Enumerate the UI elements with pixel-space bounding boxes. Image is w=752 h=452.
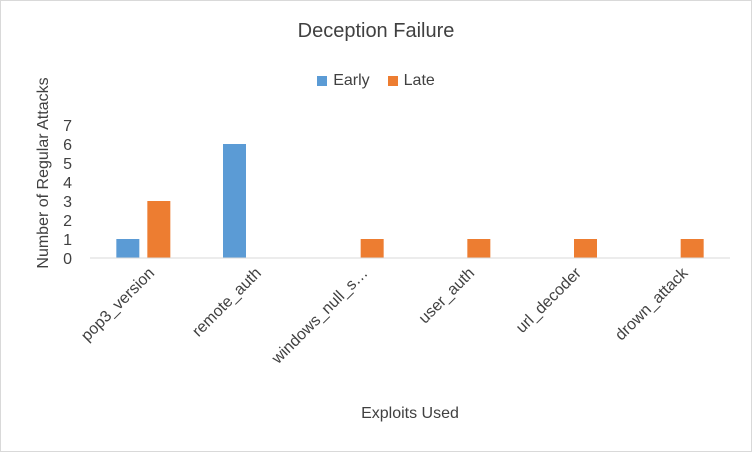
bars [116, 144, 704, 258]
y-tick-label: 1 [63, 232, 72, 249]
y-tick-label: 4 [63, 175, 72, 192]
y-tick-label: 3 [63, 194, 72, 211]
legend-item-late: Late [387, 72, 435, 90]
y-tick-label: 2 [63, 213, 72, 230]
bar-late-0 [147, 201, 171, 258]
legend-label-late: Late [403, 72, 435, 89]
bar-early-1 [223, 144, 246, 258]
x-axis-label: Exploits Used [361, 405, 459, 422]
bar-late-3 [467, 239, 491, 258]
x-tick-label: user_auth [416, 265, 478, 327]
chart-title: Deception Failure [297, 20, 455, 42]
x-axis-ticks: pop3_version remote_auth windows_null_s… us… [78, 264, 692, 368]
bar-late-5 [680, 239, 704, 258]
y-tick-label: 7 [63, 118, 72, 135]
legend-swatch-early [317, 76, 328, 86]
x-tick-label: drown_attack [612, 264, 692, 344]
x-tick-label: remote_auth [189, 265, 265, 341]
y-tick-label: 5 [63, 156, 72, 173]
bar-early-0 [116, 239, 140, 258]
y-axis-ticks: 0 1 2 3 4 5 6 7 [63, 118, 72, 268]
bar-late-2 [360, 239, 384, 258]
x-tick-label: windows_null_s… [268, 265, 371, 368]
x-tick-label: url_decoder [513, 264, 585, 336]
y-tick-label: 6 [63, 137, 72, 154]
y-axis-label: Number of Regular Attacks [35, 77, 52, 268]
bar-late-4 [574, 239, 597, 258]
legend-item-early: Early [317, 72, 370, 90]
legend: Early Late [0, 72, 752, 90]
y-tick-label: 0 [63, 251, 72, 268]
legend-label-early: Early [333, 72, 370, 89]
legend-swatch-late [387, 76, 398, 86]
x-tick-label: pop3_version [78, 265, 158, 345]
